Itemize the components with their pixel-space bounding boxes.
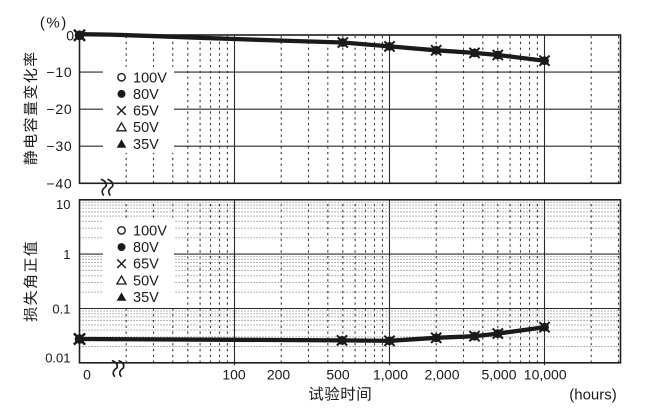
- svg-text:0.01: 0.01: [45, 350, 70, 365]
- svg-text:100: 100: [222, 367, 246, 383]
- svg-text:(%): (%): [40, 15, 68, 32]
- svg-text:0: 0: [66, 28, 74, 44]
- svg-text:10,000: 10,000: [524, 367, 567, 383]
- svg-text:35V: 35V: [133, 290, 159, 306]
- svg-text:−30: −30: [46, 138, 72, 154]
- svg-text:80V: 80V: [133, 240, 159, 256]
- svg-text:1: 1: [63, 247, 70, 262]
- svg-text:200: 200: [267, 367, 291, 383]
- svg-text:50V: 50V: [133, 273, 159, 289]
- svg-text:100V: 100V: [133, 70, 167, 86]
- svg-text:35V: 35V: [133, 137, 159, 153]
- svg-text:0.1: 0.1: [52, 301, 70, 316]
- svg-text:65V: 65V: [133, 104, 159, 120]
- svg-text:5,000: 5,000: [481, 367, 516, 383]
- svg-text:(hours): (hours): [569, 387, 617, 404]
- svg-text:80V: 80V: [133, 87, 159, 103]
- svg-text:−20: −20: [46, 101, 72, 117]
- svg-text:0: 0: [83, 367, 91, 383]
- svg-text:2,000: 2,000: [424, 367, 459, 383]
- svg-text:1,000: 1,000: [373, 367, 408, 383]
- svg-text:10: 10: [56, 197, 70, 212]
- svg-text:100V: 100V: [133, 223, 167, 239]
- svg-text:−40: −40: [46, 175, 72, 191]
- svg-text:−10: −10: [46, 64, 72, 80]
- svg-text:50V: 50V: [133, 120, 159, 136]
- svg-text:65V: 65V: [133, 257, 159, 273]
- svg-text:500: 500: [326, 367, 350, 383]
